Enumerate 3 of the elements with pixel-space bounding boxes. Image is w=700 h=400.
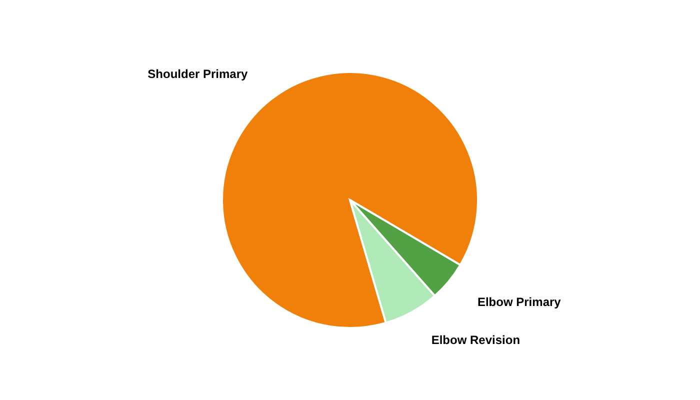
slice-label: Elbow Revision xyxy=(431,333,520,348)
slice-label: Shoulder Primary xyxy=(148,66,248,81)
slice-label: Elbow Primary xyxy=(477,294,562,309)
